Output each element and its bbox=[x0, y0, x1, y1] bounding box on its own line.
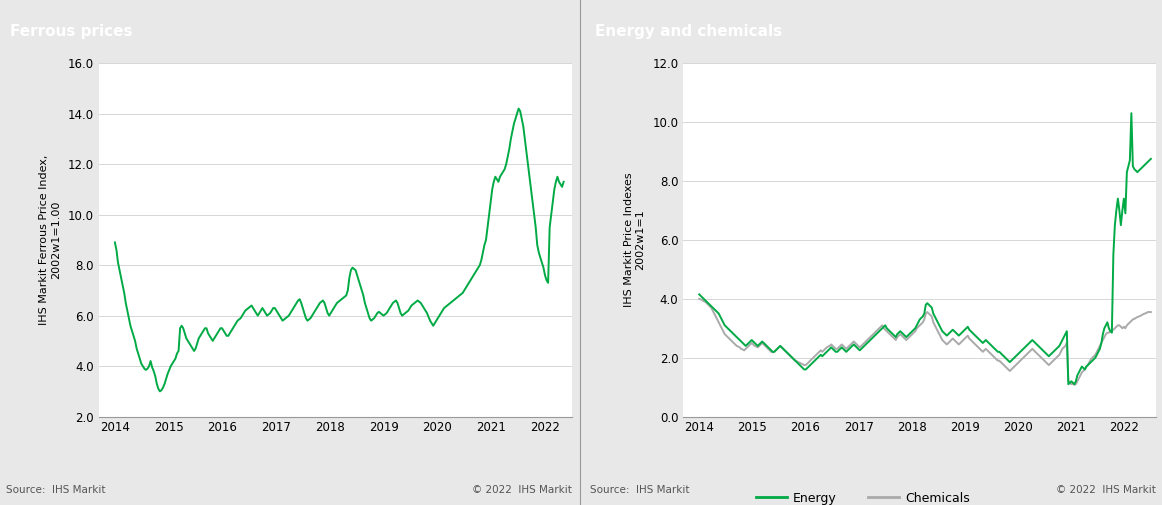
Y-axis label: IHS Markit Price Indexes
2002w1=1: IHS Markit Price Indexes 2002w1=1 bbox=[624, 173, 645, 307]
Y-axis label: IHS Markit Ferrous Price Index,
2002w1=1.00: IHS Markit Ferrous Price Index, 2002w1=1… bbox=[40, 155, 60, 325]
Text: Ferrous prices: Ferrous prices bbox=[10, 24, 132, 39]
Text: Source:  IHS Markit: Source: IHS Markit bbox=[6, 485, 106, 495]
Text: © 2022  IHS Markit: © 2022 IHS Markit bbox=[472, 485, 572, 495]
Text: © 2022  IHS Markit: © 2022 IHS Markit bbox=[1056, 485, 1156, 495]
Text: Source:  IHS Markit: Source: IHS Markit bbox=[590, 485, 690, 495]
Text: Energy and chemicals: Energy and chemicals bbox=[595, 24, 782, 39]
Legend: Energy, Chemicals: Energy, Chemicals bbox=[751, 486, 975, 505]
